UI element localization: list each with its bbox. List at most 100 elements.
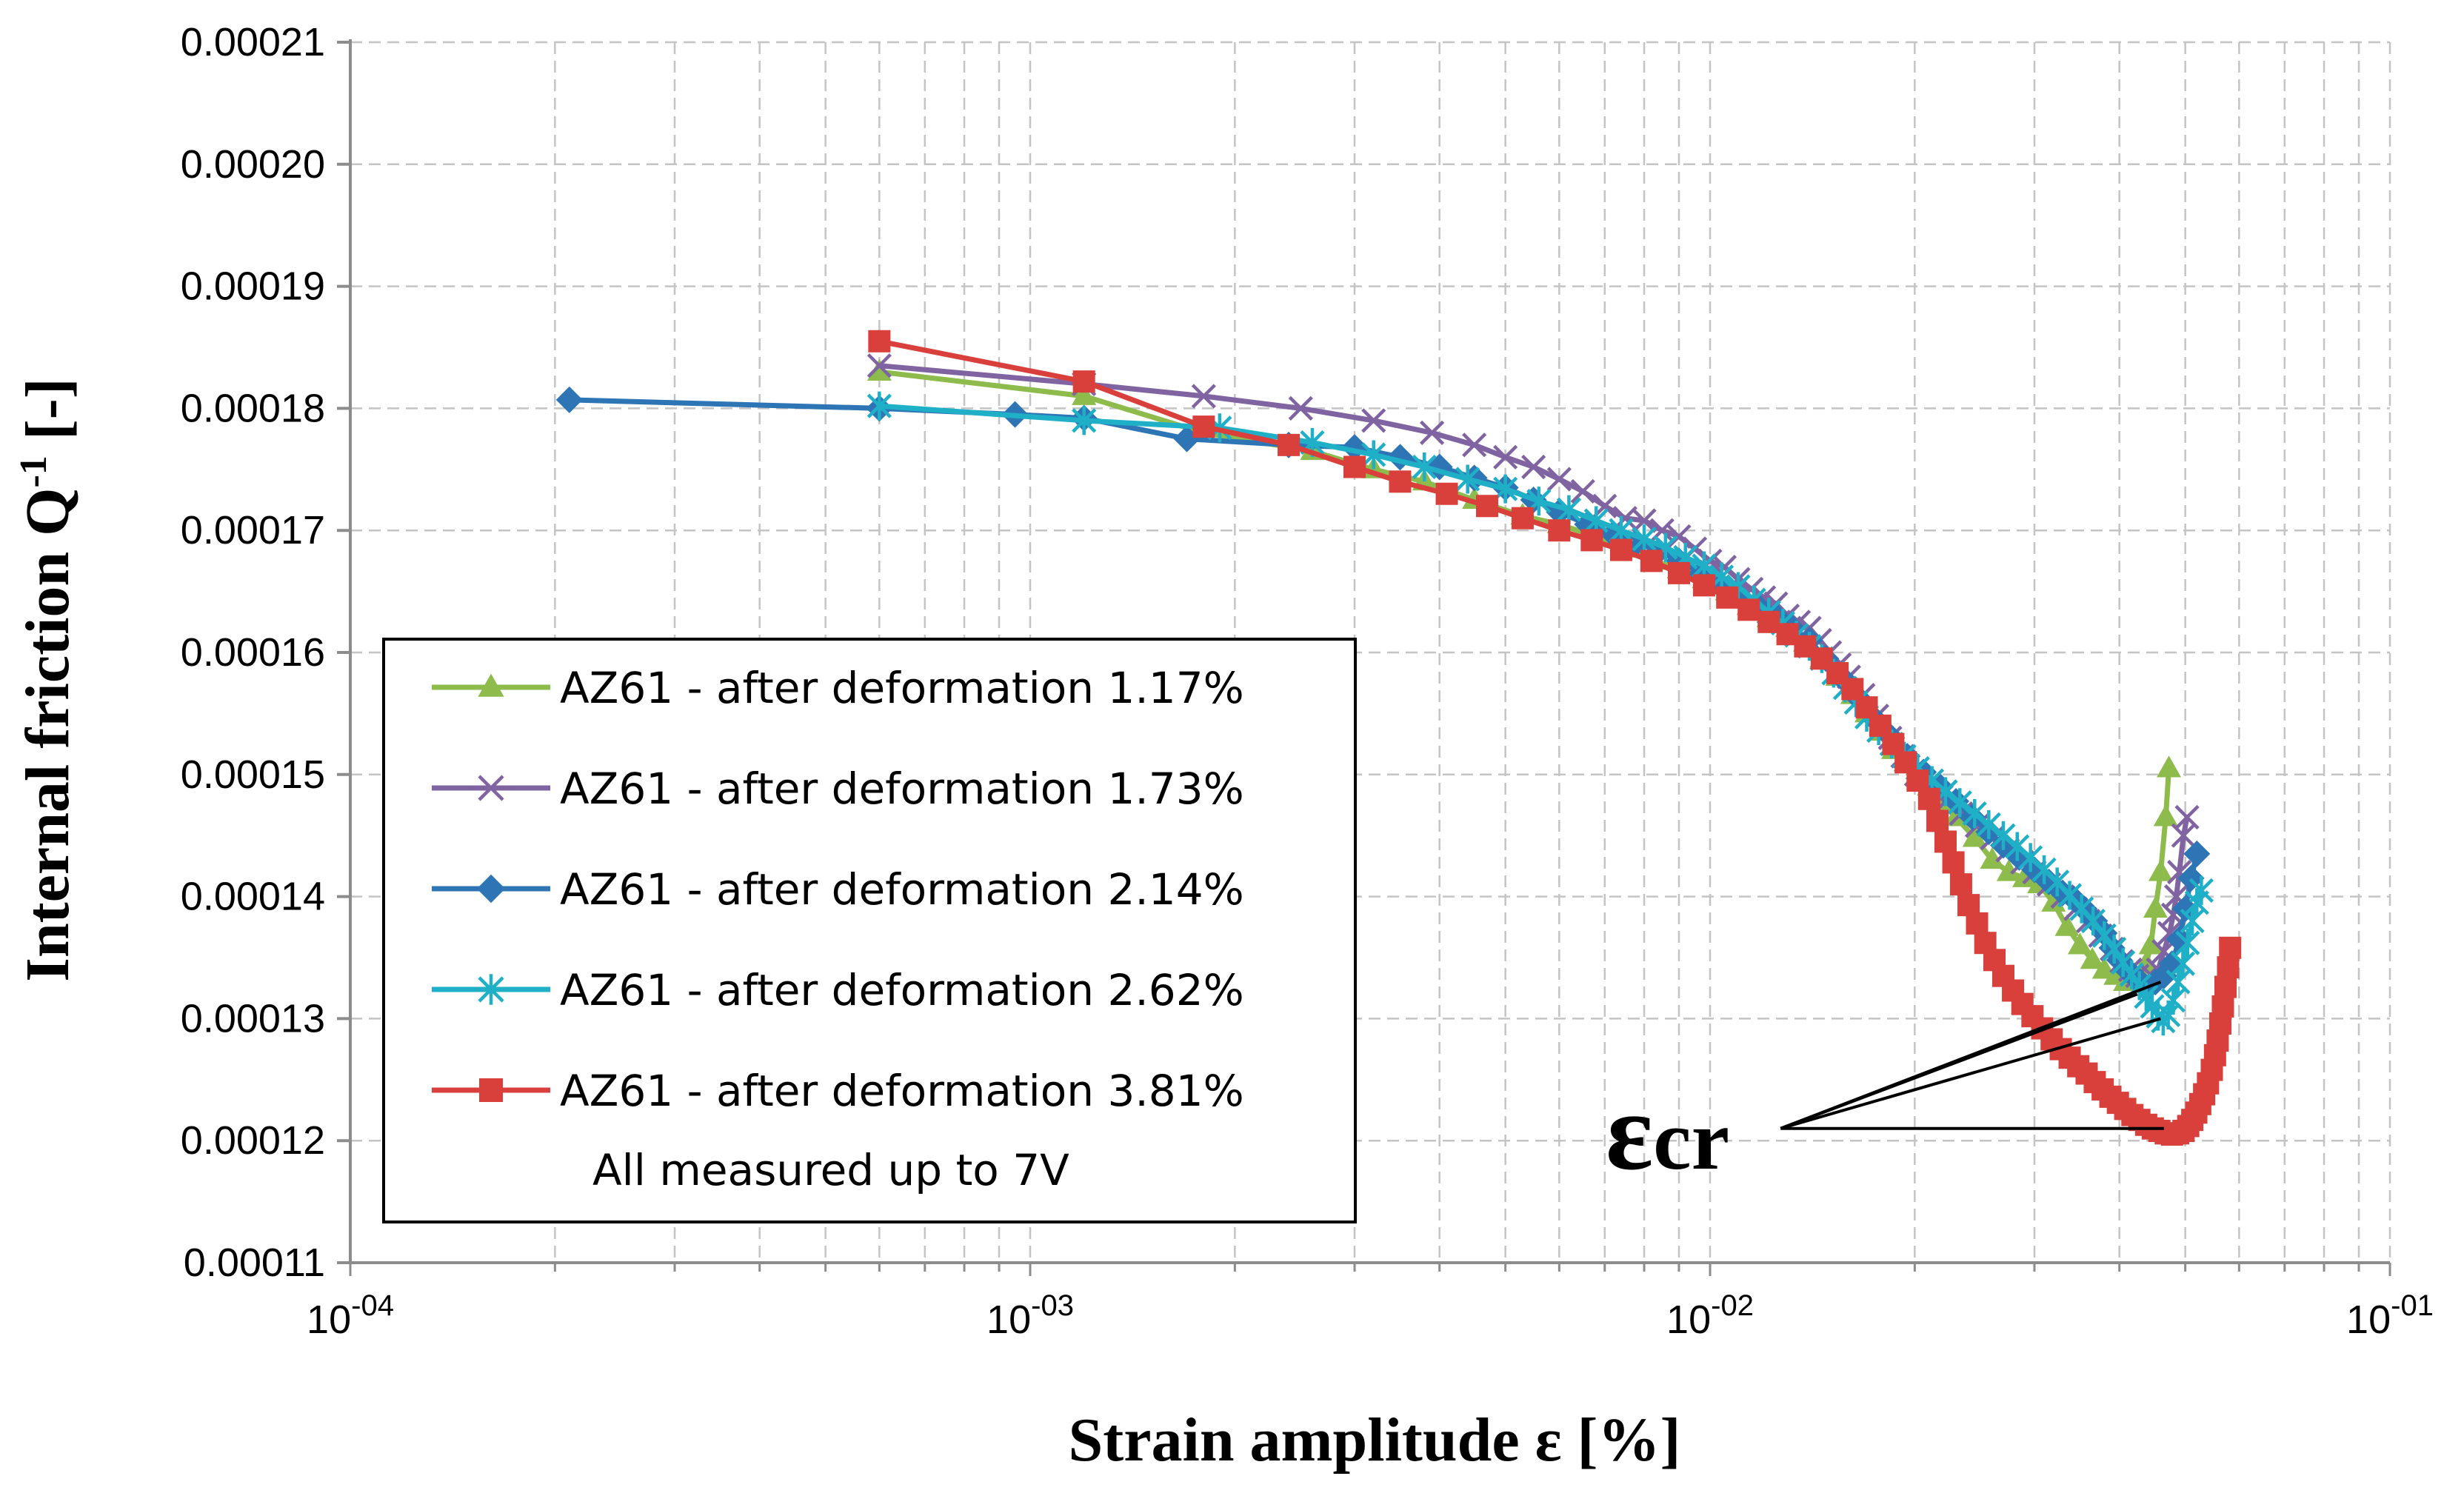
legend-entry: AZ61 - after deformation 1.17% — [432, 663, 1244, 713]
data-point — [1632, 508, 1657, 533]
data-point — [1192, 415, 1215, 438]
data-point — [479, 1078, 503, 1102]
data-point — [2211, 995, 2234, 1018]
y-tick-label: 0.00011 — [184, 1240, 325, 1285]
tick-labels: 0.00011 0.00012 0.00013 0.00014 0.00015 0.000… — [181, 20, 2434, 1342]
y-tick-label: 0.00021 — [181, 20, 325, 64]
data-point — [1980, 846, 2005, 869]
data-point — [2175, 928, 2200, 958]
data-point — [867, 358, 892, 381]
data-point — [1072, 406, 1097, 435]
data-point — [1361, 440, 1386, 470]
x-axis-title: Strain amplitude ε [%] — [1069, 1406, 1681, 1475]
data-point — [2160, 986, 2186, 1015]
data-point — [2080, 947, 2105, 969]
data-point — [1976, 809, 2001, 839]
y-tick-label: 0.00020 — [181, 142, 325, 187]
data-point — [1570, 478, 1595, 504]
data-point — [1420, 420, 1445, 445]
legend-label: AZ61 - after deformation 2.14% — [560, 864, 1244, 915]
data-point — [2054, 914, 2080, 936]
data-point — [2188, 875, 2214, 905]
x-tick-label: 10-03 — [986, 1289, 1074, 1342]
legend-entry: AZ61 - after deformation 2.62% — [432, 965, 1244, 1015]
y-tick-label: 0.00017 — [181, 508, 325, 552]
legend-note: All measured up to 7V — [592, 1145, 1069, 1195]
data-point — [478, 673, 504, 697]
data-point — [1072, 383, 1097, 405]
data-point — [1942, 851, 1965, 874]
data-point — [867, 353, 892, 378]
data-point — [1278, 433, 1301, 456]
data-point — [1412, 453, 1437, 482]
data-point — [1947, 788, 1972, 818]
data-point — [1926, 809, 1949, 832]
data-point — [1288, 395, 1313, 421]
legend-label: AZ61 - after deformation 2.62% — [560, 965, 1244, 1015]
data-point — [2011, 865, 2037, 887]
data-point — [1580, 529, 1603, 552]
data-point — [1692, 574, 1715, 597]
data-point — [1962, 825, 1987, 847]
annotation-pointer-line — [1780, 1017, 2161, 1130]
data-point — [2166, 967, 2191, 997]
data-point — [1475, 495, 1498, 518]
y-tick-label: 0.00012 — [181, 1118, 325, 1163]
y-axis-title-unit: [-] — [13, 378, 82, 455]
legend-box — [382, 638, 1357, 1223]
data-point — [1389, 470, 1412, 493]
legend-label: AZ61 - after deformation 1.17% — [560, 663, 1244, 713]
data-point — [1962, 799, 1987, 829]
data-point — [1996, 859, 2021, 881]
data-point — [2174, 804, 2200, 830]
ecr-label: εcr — [1606, 1070, 1729, 1193]
ecr-annotation: εcr — [1606, 981, 2164, 1193]
data-point — [2217, 956, 2240, 979]
data-point — [1072, 370, 1095, 393]
data-point — [1548, 519, 1571, 542]
data-point — [2183, 840, 2211, 867]
x-tick-label: 10-02 — [1666, 1289, 1754, 1342]
y-axis-title-main: Internal friction Q — [13, 488, 82, 982]
data-point — [1493, 444, 1518, 470]
data-point — [476, 874, 506, 904]
series-layer — [555, 330, 2242, 1146]
y-tick-label: 0.00016 — [181, 630, 325, 675]
data-point — [2157, 755, 2182, 778]
data-point — [1191, 384, 1216, 409]
legend-entry: AZ61 - after deformation 3.81% — [432, 1066, 1244, 1116]
data-point — [2214, 975, 2237, 998]
data-point — [1757, 610, 1780, 633]
data-point — [1716, 586, 1739, 609]
legend-entry: AZ61 - after deformation 2.14% — [432, 864, 1244, 915]
data-point — [1966, 912, 1989, 935]
x-tick-label: 10-04 — [307, 1289, 394, 1342]
data-point — [1435, 482, 1458, 505]
data-point — [1640, 550, 1663, 572]
data-point — [2153, 804, 2178, 827]
annotation-pointer-line — [1780, 981, 2162, 1130]
y-tick-label: 0.00013 — [181, 996, 325, 1041]
legend-entry: AZ61 - after deformation 1.73% — [432, 764, 1244, 814]
legend-label: AZ61 - after deformation 3.81% — [560, 1066, 1244, 1116]
data-point — [868, 330, 891, 353]
data-point — [1737, 598, 1760, 621]
data-point — [2080, 906, 2106, 936]
legend: AZ61 - after deformation 1.17% AZ61 - aft… — [382, 638, 1357, 1223]
data-point — [1609, 538, 1632, 561]
axes — [337, 39, 2391, 1276]
data-point — [1934, 830, 1957, 853]
data-point — [555, 386, 583, 413]
data-point — [478, 775, 504, 801]
data-point — [1949, 873, 1972, 896]
data-point — [2219, 936, 2242, 959]
y-tick-label: 0.00018 — [181, 386, 325, 430]
y-tick-label: 0.00015 — [181, 752, 325, 797]
data-point — [1455, 464, 1480, 494]
data-point — [1343, 455, 1366, 478]
data-point — [2067, 932, 2092, 955]
data-point — [2170, 949, 2196, 978]
legend-label: AZ61 - after deformation 1.73% — [560, 764, 1244, 814]
data-point — [1667, 561, 1690, 584]
data-point — [2148, 859, 2173, 881]
